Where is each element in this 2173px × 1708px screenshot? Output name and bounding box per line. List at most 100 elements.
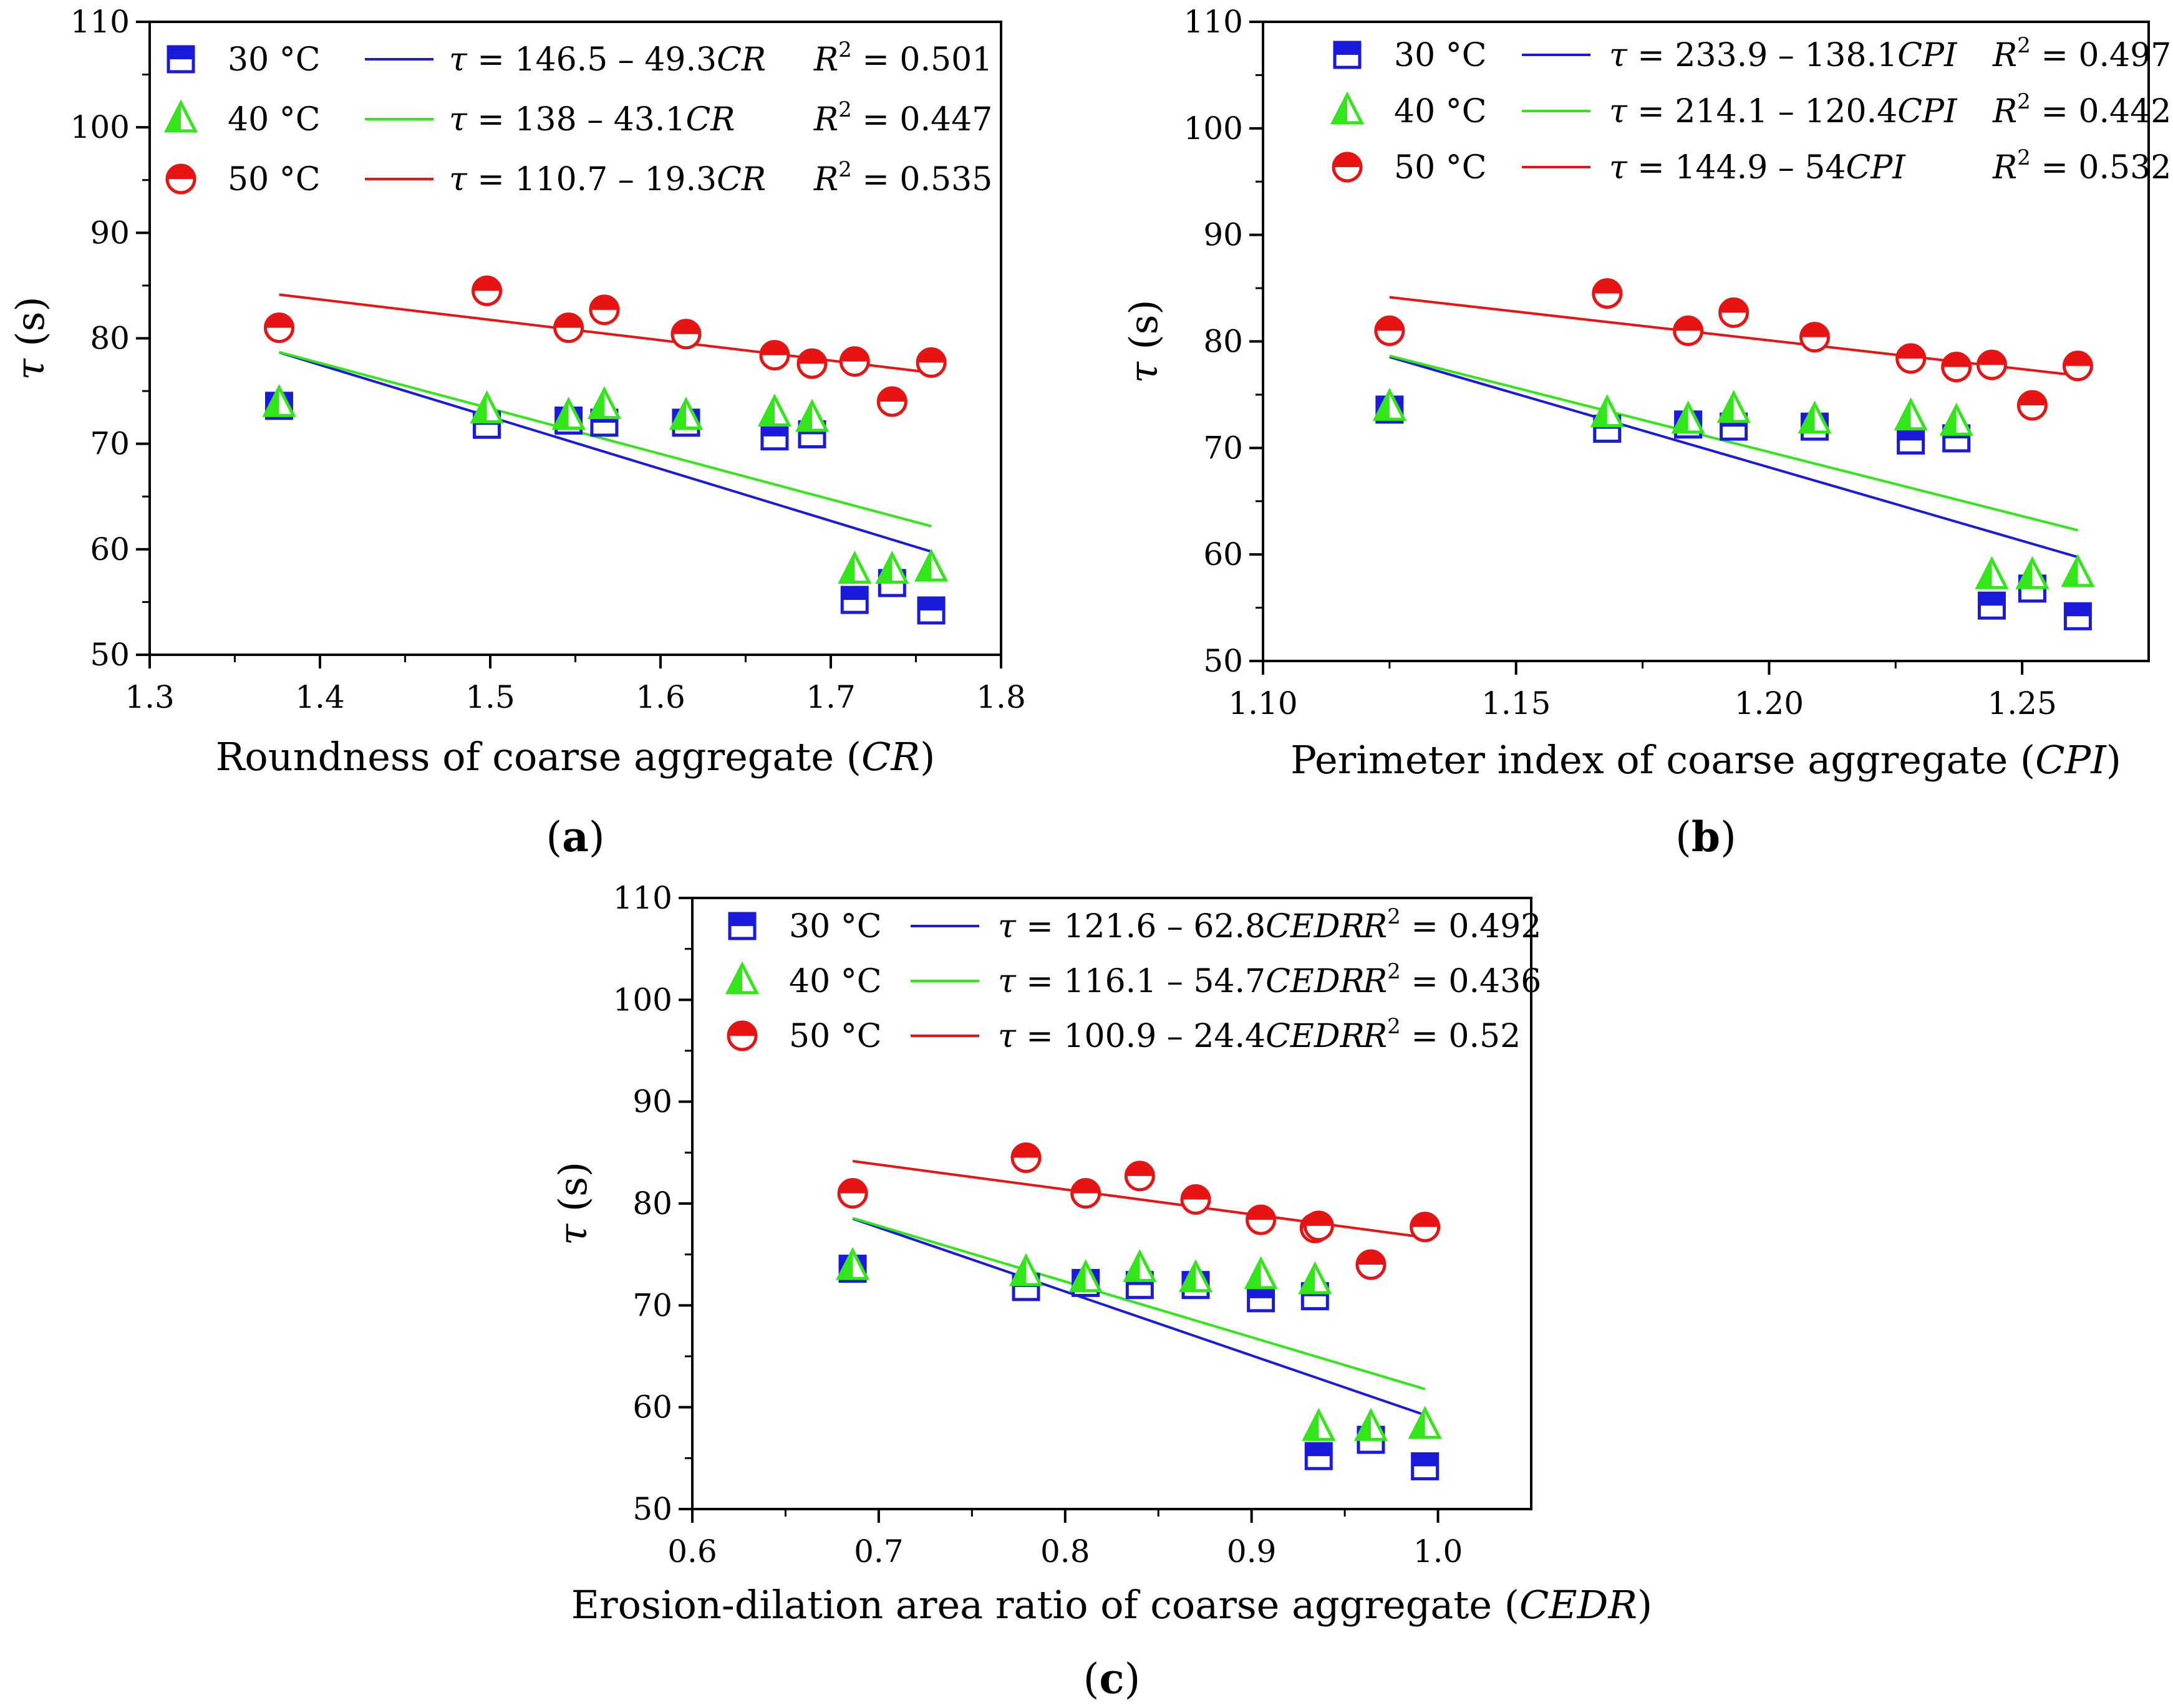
- legend-r2: R2 = 0.532: [1992, 145, 2171, 186]
- marker-fill: [1942, 353, 1970, 367]
- legend-marker-30: [167, 45, 195, 74]
- y-tick-label: 50: [632, 1491, 672, 1527]
- legend-label: 30 °C: [789, 908, 881, 945]
- data-point-40: [1372, 387, 1406, 421]
- chart-panel-b: 1.10 1.15 1.20 1.25 50 60 70 80 90 100 110 τ (s) Per…: [1121, 4, 2171, 861]
- marker-fill: [1300, 1265, 1315, 1293]
- data-point-50: [837, 1178, 868, 1209]
- marker-fill: [168, 47, 193, 59]
- data-point-30: [1247, 1284, 1275, 1313]
- data-point-50: [670, 319, 702, 350]
- marker-fill: [760, 341, 788, 355]
- x-tick-label: 1.15: [1481, 685, 1551, 721]
- marker-fill: [473, 277, 501, 291]
- legend-r2: R2 = 0.535: [813, 157, 992, 198]
- marker-fill: [1977, 559, 1992, 588]
- y-tick-label: 90: [1203, 217, 1243, 253]
- legend-marker-50: [727, 1020, 758, 1051]
- y-tick-label: 100: [1184, 110, 1243, 147]
- legend-r2: R2 = 0.436: [1362, 959, 1541, 1000]
- data-point-30: [840, 586, 869, 614]
- marker-fill: [1719, 393, 1734, 422]
- y-tick-label: 90: [632, 1084, 672, 1120]
- marker-fill: [554, 400, 569, 428]
- marker-fill: [1411, 1213, 1439, 1227]
- marker-fill: [841, 347, 869, 362]
- marker-fill: [1979, 593, 2005, 606]
- marker-fill: [264, 387, 279, 416]
- data-point-50: [1673, 315, 1704, 346]
- x-tick-label: 1.10: [1228, 685, 1297, 721]
- data-point-40: [835, 1247, 870, 1280]
- data-point-40: [1408, 1406, 1442, 1439]
- x-tick-label: 0.9: [1227, 1533, 1277, 1570]
- data-point-50: [839, 346, 870, 377]
- legend-r2: R2 = 0.497: [1992, 33, 2171, 74]
- data-point-40: [587, 386, 621, 420]
- data-point-40: [1798, 400, 1832, 434]
- panel-label: (b): [1675, 813, 1736, 861]
- y-tick-label: 70: [632, 1287, 672, 1323]
- legend-equation: τ = 146.5 – 49.3CR: [449, 41, 766, 79]
- data-point-40: [875, 551, 909, 584]
- data-point-30: [1897, 426, 1925, 455]
- marker-fill: [760, 397, 775, 425]
- data-point-40: [1975, 556, 2009, 589]
- data-point-40: [795, 398, 830, 432]
- y-tick-label: 60: [632, 1389, 672, 1426]
- fit-line-40: [278, 350, 932, 528]
- y-tick-label: 80: [632, 1185, 672, 1222]
- marker-fill: [1335, 42, 1360, 55]
- y-tick-label: 60: [1203, 536, 1243, 572]
- data-point-40: [470, 390, 504, 423]
- marker-fill: [1357, 1251, 1385, 1265]
- data-point-30: [1304, 1442, 1333, 1470]
- data-point-50: [1010, 1142, 1042, 1173]
- data-point-30: [2063, 602, 2092, 630]
- data-point-50: [553, 312, 584, 344]
- data-point-40: [1590, 394, 1624, 428]
- y-tick-label: 110: [70, 4, 130, 40]
- data-point-50: [1410, 1212, 1441, 1243]
- data-point-50: [759, 340, 790, 371]
- marker-fill: [1410, 1409, 1425, 1437]
- legend-marker-50: [1332, 152, 1363, 183]
- x-tick-label: 1.6: [636, 679, 685, 715]
- marker-fill: [1800, 403, 1815, 432]
- data-point-40: [1244, 1256, 1278, 1290]
- x-tick-label: 1.25: [1987, 685, 2056, 721]
- legend-r2: R2 = 0.492: [1362, 904, 1541, 945]
- marker-fill: [167, 102, 181, 131]
- x-tick-label: 0.6: [667, 1533, 717, 1570]
- fit-line-30: [1389, 355, 2078, 559]
- marker-fill: [797, 402, 812, 430]
- x-axis-label: Perimeter index of coarse aggregate (CPI…: [1290, 737, 2121, 783]
- data-point-50: [1070, 1178, 1101, 1209]
- marker-fill: [1898, 428, 1924, 441]
- data-point-40: [757, 393, 791, 427]
- marker-fill: [878, 388, 906, 402]
- data-point-50: [1799, 322, 1830, 353]
- marker-fill: [728, 964, 742, 993]
- data-point-40: [1302, 1407, 1336, 1441]
- marker-fill: [1333, 94, 1347, 123]
- legend-marker-30: [1333, 41, 1362, 69]
- data-point-50: [1303, 1210, 1334, 1242]
- chart-panel-c: 0.6 0.7 0.8 0.9 1.0 50 60 70 80 90 100 110 τ (s) Eros…: [550, 880, 1652, 1703]
- fit-line-40: [1389, 354, 2078, 532]
- marker-fill: [1126, 1162, 1154, 1176]
- marker-fill: [1012, 1144, 1040, 1158]
- y-axis-label: τ (s): [7, 296, 53, 380]
- marker-fill: [1306, 1444, 1332, 1457]
- marker-fill: [1247, 1206, 1275, 1220]
- y-tick-label: 110: [1184, 4, 1243, 40]
- data-point-40: [2015, 556, 2050, 589]
- data-point-50: [472, 275, 503, 306]
- data-point-50: [876, 386, 907, 417]
- y-tick-label: 50: [1203, 643, 1243, 679]
- marker-fill: [878, 554, 893, 582]
- marker-fill: [838, 1250, 853, 1279]
- marker-fill: [1897, 344, 1925, 359]
- marker-fill: [917, 552, 932, 581]
